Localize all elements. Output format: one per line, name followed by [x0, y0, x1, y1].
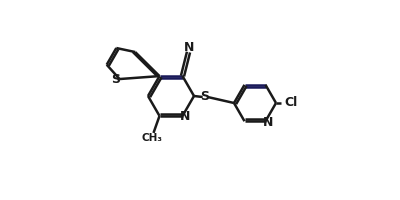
Text: N: N	[263, 116, 273, 129]
Text: N: N	[184, 41, 195, 54]
Text: CH₃: CH₃	[142, 133, 163, 143]
Text: Cl: Cl	[284, 97, 298, 110]
Text: S: S	[111, 73, 120, 86]
Text: N: N	[180, 110, 190, 123]
Text: S: S	[200, 90, 210, 104]
